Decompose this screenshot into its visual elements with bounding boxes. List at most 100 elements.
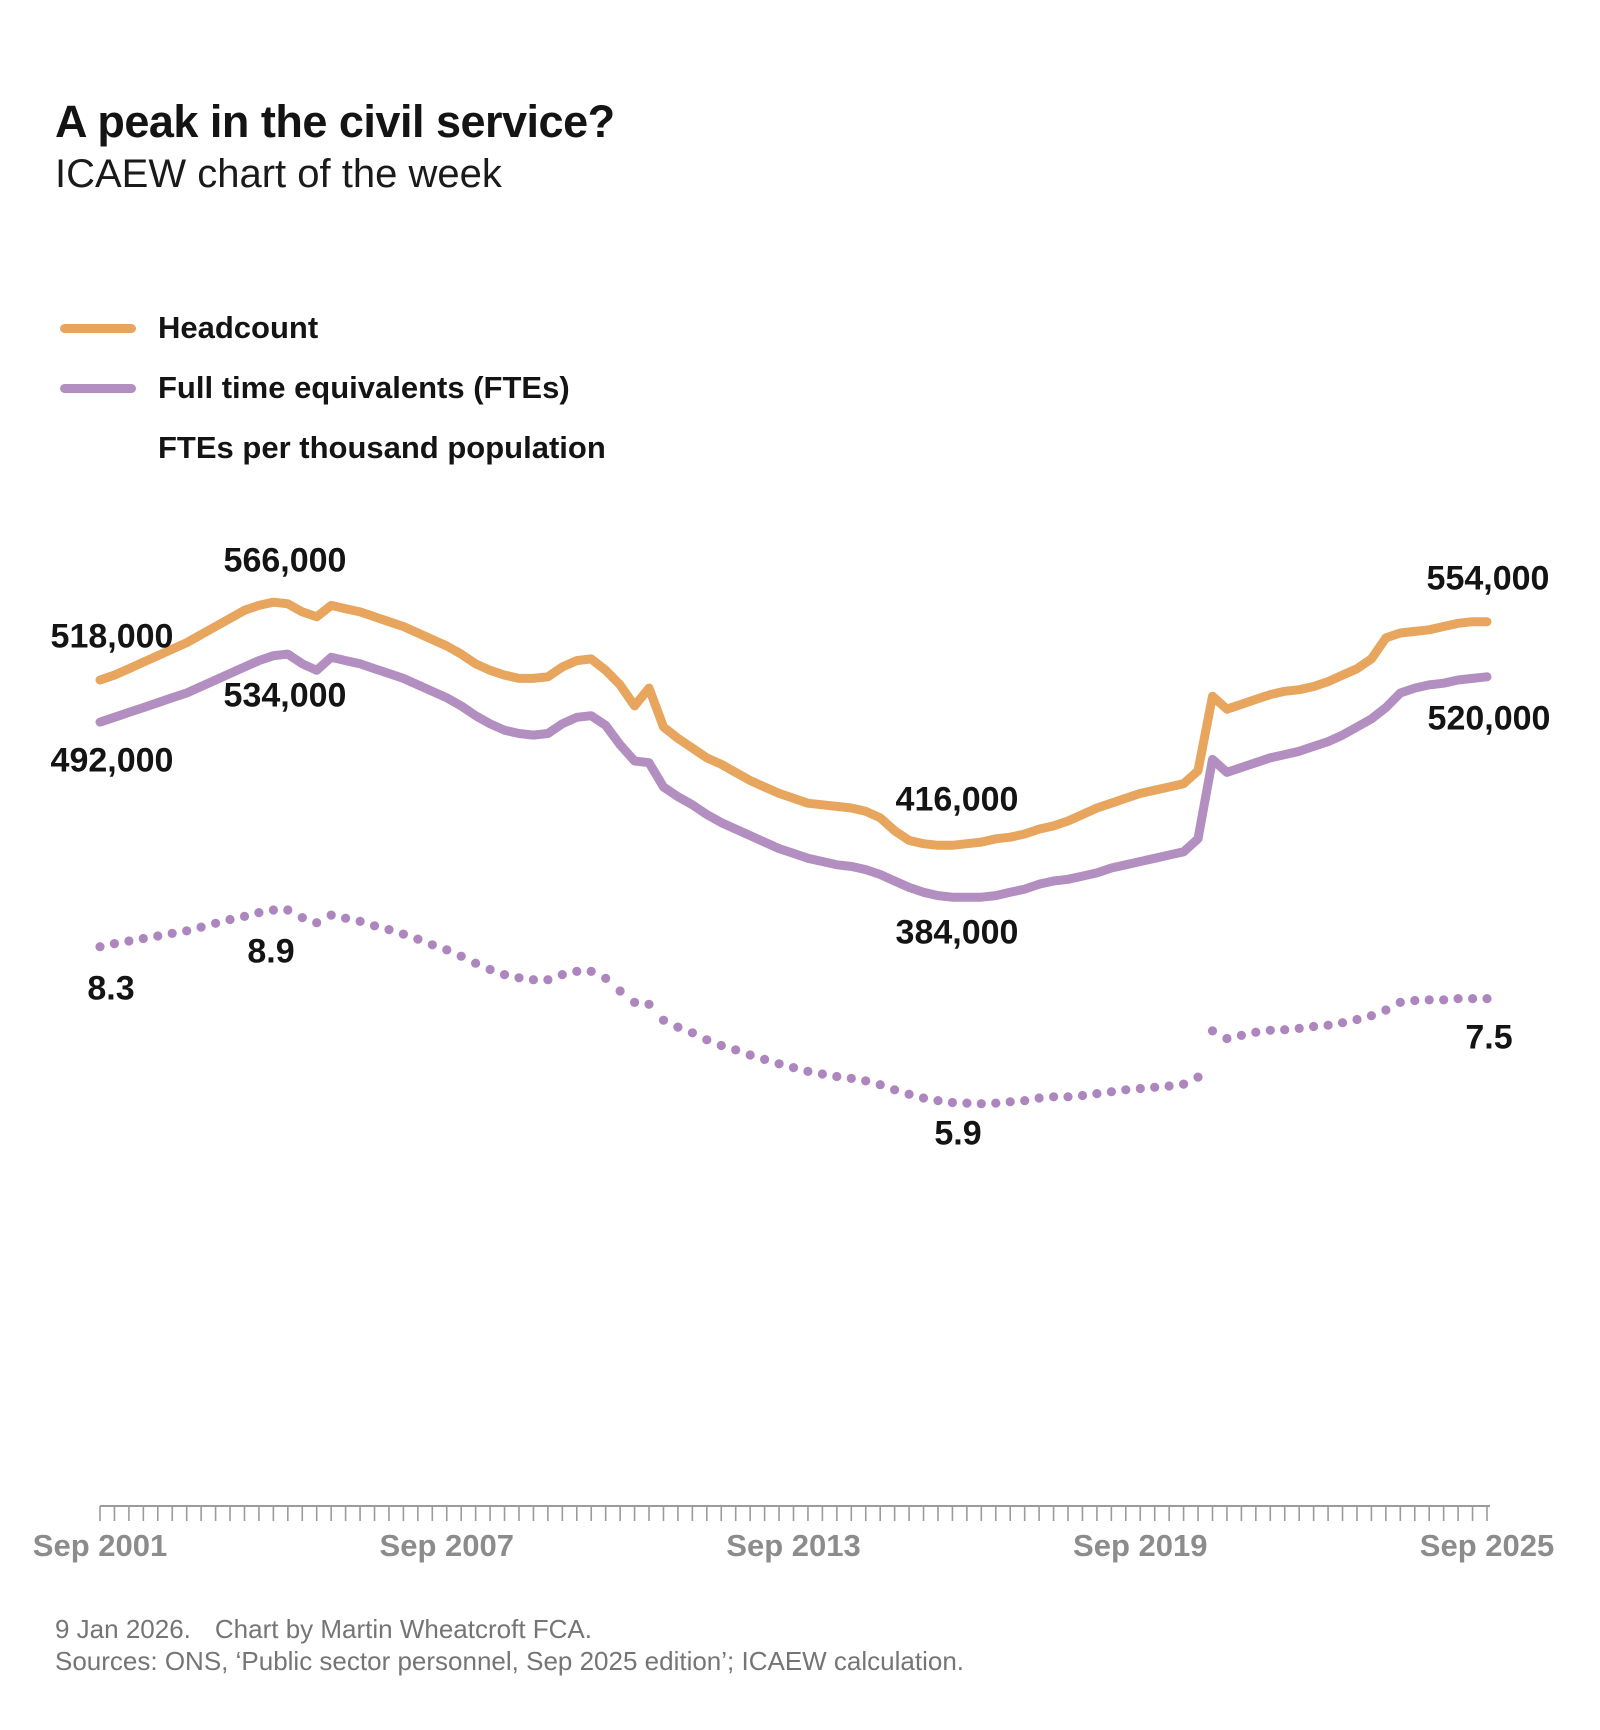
ftes-per-thousand-dot (1063, 1092, 1073, 1102)
ftes-per-thousand-dot (427, 940, 437, 950)
ftes-per-thousand-dot (731, 1045, 741, 1055)
ftes-per-thousand-dot (1150, 1082, 1160, 1092)
data-label: 554,000 (1426, 559, 1550, 598)
ftes-per-thousand-dot (875, 1080, 885, 1090)
ftes-per-thousand-dot (702, 1035, 712, 1045)
ftes-per-thousand-dot (1410, 995, 1420, 1006)
ftes-per-thousand-dot (442, 945, 452, 955)
legend-item-ftes: Full time equivalents (FTEs) (60, 370, 606, 406)
data-label: 566,000 (223, 541, 347, 580)
ftes-per-thousand-dot (1092, 1089, 1102, 1099)
fte-line (95, 649, 1492, 902)
ftes-per-thousand-dot (1453, 994, 1463, 1004)
ftes-per-thousand-dot (615, 986, 625, 996)
ftes-per-thousand-dot (1381, 1005, 1391, 1015)
x-axis-tick-label: Sep 2001 (32, 1528, 168, 1563)
ftes-per-thousand-dot (239, 911, 250, 922)
footer-credit-line: 9 Jan 2026. Chart by Martin Wheatcroft FC… (55, 1613, 964, 1645)
ftes-per-thousand-dot (630, 997, 640, 1008)
ftes-per-thousand-dot (398, 929, 408, 939)
headcount-line-swatch-icon (60, 323, 136, 333)
ftes-per-thousand-dot (543, 975, 553, 985)
ftes-per-thousand-dot (1222, 1033, 1232, 1044)
data-label: 534,000 (223, 676, 347, 715)
legend-label: Headcount (158, 310, 319, 345)
page-title: A peak in the civil service? (55, 96, 615, 147)
x-axis-tick-label: Sep 2019 (1073, 1528, 1208, 1563)
ftes-per-thousand-dot (976, 1099, 986, 1109)
data-label: 8.9 (247, 932, 295, 971)
ftes-per-thousand-dot (167, 928, 177, 939)
ftes-per-thousand-dot (109, 939, 119, 949)
ftes-per-thousand-dot (1395, 997, 1405, 1008)
data-label: 8.3 (87, 969, 135, 1008)
chart-footer: 9 Jan 2026. Chart by Martin Wheatcroft FC… (55, 1613, 964, 1677)
legend-label: Full time equivalents (FTEs) (158, 370, 570, 405)
ftes-per-thousand-dot (1251, 1027, 1261, 1037)
ftes-per-thousand-dot (716, 1040, 726, 1051)
ftes-per-thousand-dot (182, 926, 192, 936)
ftes-per-thousand-dot (644, 999, 654, 1009)
ftes-per-thousand-dot (918, 1093, 929, 1103)
ftes-per-thousand-dot (211, 918, 221, 928)
ftes-per-thousand-dot (312, 918, 322, 928)
ftes-per-thousand-dot (297, 913, 307, 923)
ftes-per-thousand-dot (456, 951, 466, 961)
data-label: 492,000 (50, 741, 174, 780)
ftes-per-thousand-dot (196, 922, 206, 932)
ftes-per-thousand-dot (138, 933, 148, 944)
ftes-per-thousand-dot (326, 910, 336, 920)
ftes-per-thousand-dot (1077, 1090, 1088, 1101)
ftes-per-thousand-dot (760, 1054, 770, 1064)
ftes-per-thousand-dot (803, 1066, 813, 1076)
ftes-per-thousand-dot (1468, 994, 1478, 1004)
ftes-per-thousand-dot (1236, 1030, 1246, 1040)
ftes-per-thousand-dot (832, 1071, 842, 1082)
ftes-per-thousand-dot (124, 936, 134, 946)
ftes-per-thousand-dot (384, 925, 394, 935)
ftes-per-thousand-dot (817, 1069, 828, 1079)
ftes-per-thousand-dot (947, 1097, 958, 1108)
ftes-per-thousand-dot (890, 1085, 900, 1095)
ftes-per-thousand-dot (1366, 1011, 1376, 1021)
data-label: 7.5 (1465, 1018, 1513, 1057)
legend: Headcount Full time equivalents (FTEs) F… (60, 310, 606, 490)
ftes-per-thousand-dot (1179, 1079, 1189, 1089)
ftes-per-thousand-dot (601, 973, 611, 984)
ftes-per-thousand-dot (1265, 1025, 1275, 1035)
x-axis-tick-label: Sep 2025 (1419, 1528, 1555, 1563)
ftes-per-thousand-dot (572, 966, 582, 977)
ftes-per-thousand-dot (687, 1028, 698, 1038)
ftes-per-thousand-dot (153, 931, 163, 941)
ftes-per-thousand-dot (1424, 995, 1434, 1005)
ftes-per-thousand-dot (355, 916, 365, 927)
ftes-per-thousand-dot (413, 934, 423, 944)
ftes-per-thousand-dot (962, 1098, 972, 1108)
ftes-per-thousand-dot (95, 942, 105, 952)
legend-item-ftes-per-thousand: FTEs per thousand population (60, 430, 606, 466)
ftes-per-thousand-dot (774, 1059, 784, 1069)
ftes-per-thousand-dot (1294, 1023, 1304, 1033)
ftes-per-thousand-dot (1106, 1087, 1116, 1097)
ftes-per-thousand-dot (861, 1076, 871, 1086)
ftes-per-thousand-dot (225, 914, 235, 925)
ftes-per-thousand-dot (1135, 1083, 1145, 1094)
data-label: 520,000 (1427, 699, 1551, 738)
ftes-per-thousand-dot (485, 964, 495, 975)
ftes-per-thousand-dot (369, 921, 380, 931)
ftes-per-thousand-dot (1309, 1021, 1319, 1032)
ftes-per-thousand-dot (1005, 1097, 1015, 1107)
ftes-per-thousand-dot (499, 970, 510, 980)
ftes-per-thousand-dot (658, 1015, 669, 1025)
ftes-per-thousand-dot (341, 913, 351, 923)
ftes-per-thousand-dot (1207, 1026, 1218, 1036)
ftes-per-thousand-dot (1482, 994, 1492, 1004)
ftes-per-thousand-dot (1049, 1092, 1059, 1102)
data-label: 5.9 (934, 1114, 982, 1153)
x-axis-tick-label: Sep 2007 (379, 1528, 514, 1563)
ftes-per-thousand-dot (1352, 1014, 1362, 1025)
ftes-per-thousand-dot (1323, 1020, 1333, 1030)
ftes-per-thousand-dot (991, 1098, 1001, 1108)
ftes-per-thousand-dot (846, 1073, 856, 1083)
